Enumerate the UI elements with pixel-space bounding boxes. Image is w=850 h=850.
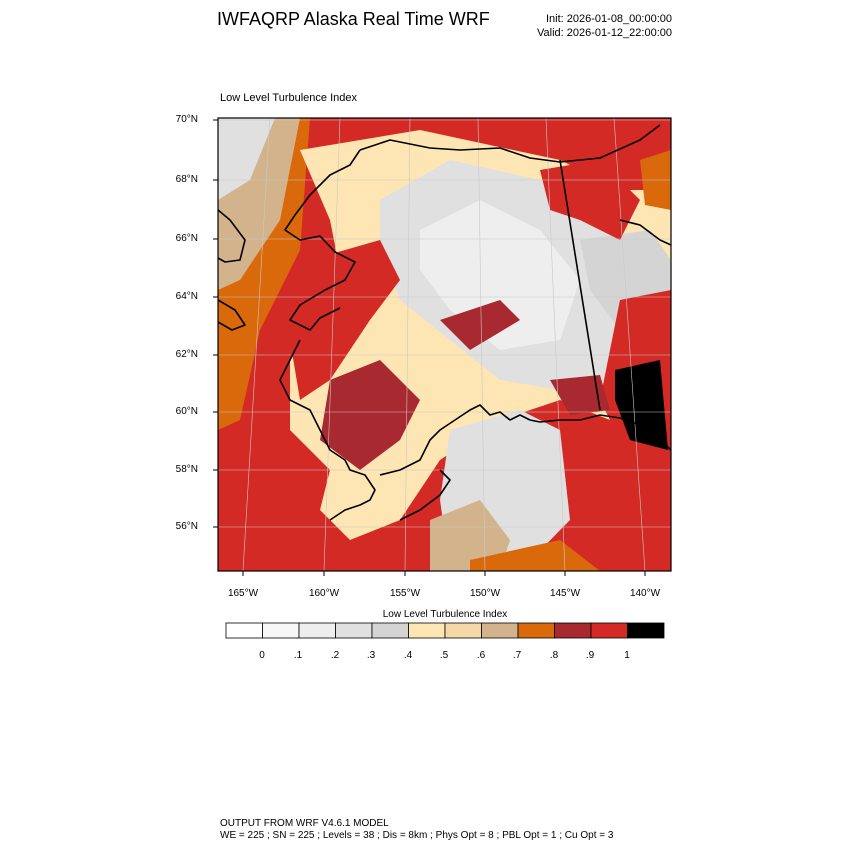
lat-label: 68°N bbox=[175, 174, 198, 185]
lon-label: 140°W bbox=[629, 588, 661, 599]
field-southwest-band bbox=[320, 360, 420, 470]
axis-ticks bbox=[213, 119, 646, 576]
plot-title: Low Level Turbulence Index bbox=[220, 92, 357, 104]
model-footer: OUTPUT FROM WRF V4.6.1 MODEL WE = 225 ; … bbox=[220, 818, 613, 842]
colorbar-swatch bbox=[481, 622, 519, 639]
lat-label: 62°N bbox=[175, 349, 198, 360]
colorbar-swatch bbox=[590, 622, 628, 639]
field-alaska-range bbox=[550, 375, 610, 415]
field-very-low bbox=[420, 200, 580, 350]
lat-label: 60°N bbox=[175, 406, 198, 417]
colorbar-label: .1 bbox=[293, 650, 303, 661]
footer-line-1: OUTPUT FROM WRF V4.6.1 MODEL bbox=[220, 818, 389, 829]
field-interior-streak bbox=[440, 300, 520, 350]
turbulence-field bbox=[218, 118, 671, 571]
field-west-band bbox=[290, 240, 400, 400]
field-max-core bbox=[615, 360, 668, 450]
colorbar-label: .6 bbox=[476, 650, 486, 661]
valid-time: Valid: 2026-01-12_22:00:00 bbox=[537, 27, 672, 39]
colorbar-swatch bbox=[262, 622, 300, 639]
field-gulf-tan bbox=[430, 500, 510, 571]
graticule bbox=[218, 118, 671, 571]
colorbar-swatch bbox=[444, 622, 482, 639]
colorbar-title: Low Level Turbulence Index bbox=[382, 609, 508, 620]
colorbar-label: .9 bbox=[585, 650, 595, 661]
field-arctic-nw bbox=[218, 118, 275, 200]
figure-title: IWFAQRP Alaska Real Time WRF bbox=[217, 9, 490, 29]
coastline bbox=[218, 124, 671, 521]
init-time: Init: 2026-01-08_00:00:00 bbox=[546, 13, 672, 25]
lon-label: 150°W bbox=[469, 588, 501, 599]
colorbar-label: 0 bbox=[259, 650, 265, 661]
lat-label: 64°N bbox=[175, 291, 198, 302]
colorbar-label: .8 bbox=[549, 650, 559, 661]
colorbar-label: .3 bbox=[366, 650, 376, 661]
colorbar-swatch bbox=[554, 622, 592, 639]
colorbar-swatch bbox=[627, 622, 665, 639]
colorbar-label: .2 bbox=[330, 650, 340, 661]
map-frame bbox=[217, 117, 672, 572]
colorbar-swatch bbox=[298, 622, 336, 639]
lon-label: 155°W bbox=[389, 588, 421, 599]
lat-label: 70°N bbox=[175, 114, 198, 125]
colorbar-label: 1 bbox=[624, 650, 630, 661]
colorbar-swatch bbox=[408, 622, 446, 639]
lat-label: 66°N bbox=[175, 233, 198, 244]
colorbar-label: .5 bbox=[439, 650, 449, 661]
colorbar-label: .4 bbox=[403, 650, 413, 661]
lon-label: 145°W bbox=[549, 588, 581, 599]
lon-label: 165°W bbox=[227, 588, 259, 599]
footer-line-2: WE = 225 ; SN = 225 ; Levels = 38 ; Dis … bbox=[220, 830, 614, 841]
colorbar-swatch bbox=[335, 622, 373, 639]
lat-label: 56°N bbox=[175, 521, 198, 532]
colorbar-swatch bbox=[517, 622, 555, 639]
lon-label: 160°W bbox=[308, 588, 340, 599]
run-info: Init: 2026-01-08_00:00:00 Valid: 2026-01… bbox=[537, 12, 672, 40]
lat-label: 58°N bbox=[175, 464, 198, 475]
colorbar-swatch bbox=[371, 622, 409, 639]
colorbar-swatch bbox=[225, 622, 263, 639]
field-south-orange bbox=[470, 540, 600, 571]
colorbar bbox=[225, 622, 665, 639]
colorbar-label: .7 bbox=[512, 650, 522, 661]
